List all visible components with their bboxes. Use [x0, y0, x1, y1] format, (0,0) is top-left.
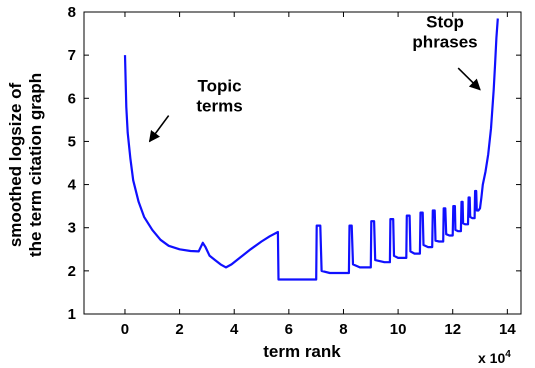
- x-scale-exponent: 4: [505, 349, 511, 360]
- x-tick-label: 8: [339, 321, 347, 338]
- annotation-text: Topic: [198, 76, 242, 95]
- x-scale-factor: x 104: [478, 349, 511, 366]
- x-axis: 0 2 4 6 8 10 12 14: [121, 12, 516, 338]
- annotation-arrow: [148, 115, 170, 143]
- y-axis-label-line-1: smoothed logsize of: [6, 82, 25, 247]
- y-axis: 1 2 3 4 5 6 7 8: [68, 4, 521, 323]
- y-tick-label: 5: [68, 133, 76, 150]
- y-tick-label: 4: [68, 177, 77, 194]
- x-tick-label: 6: [285, 321, 293, 338]
- x-tick-label: 10: [390, 321, 407, 338]
- annotation-text: Stop: [426, 13, 464, 32]
- x-tick-label: 12: [444, 321, 461, 338]
- y-tick-label: 7: [68, 47, 76, 64]
- x-axis-label: term rank: [263, 342, 341, 361]
- annotation-text: phrases: [412, 33, 477, 52]
- plot-frame: [83, 11, 522, 315]
- x-tick-label: 0: [121, 321, 129, 338]
- x-tick-label: 2: [175, 321, 183, 338]
- y-tick-label: 2: [68, 263, 76, 280]
- y-tick-label: 8: [68, 4, 76, 21]
- x-tick-label: 14: [499, 321, 516, 338]
- x-tick-label: 4: [230, 321, 239, 338]
- y-tick-label: 1: [68, 306, 76, 323]
- y-axis-label-line-2: the term citation graph: [26, 73, 45, 257]
- annotation-text: terms: [196, 96, 242, 115]
- x-scale-prefix: x 10: [478, 350, 505, 366]
- series-line: [123, 18, 499, 281]
- y-tick-label: 3: [68, 220, 76, 237]
- y-tick-label: 6: [68, 90, 76, 107]
- annotation-arrow: [457, 67, 481, 91]
